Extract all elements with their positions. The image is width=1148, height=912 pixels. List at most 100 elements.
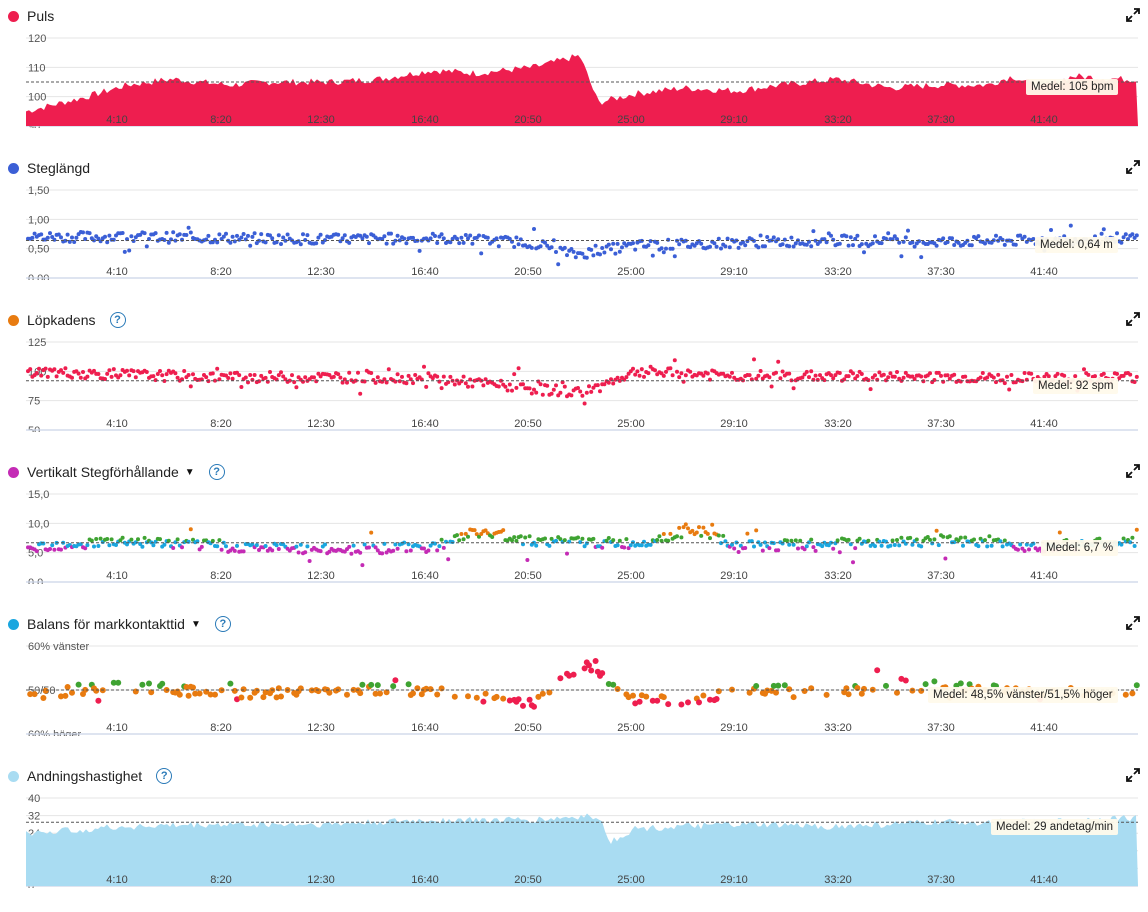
data-point <box>323 238 327 243</box>
y-tick-label: 0,50 <box>28 244 49 256</box>
data-point <box>660 694 667 701</box>
data-point <box>809 244 814 249</box>
help-icon[interactable]: ? <box>109 312 126 328</box>
data-point <box>1093 374 1097 379</box>
data-point <box>659 538 664 543</box>
chart-lopkadens: 12510075504:108:2012:3016:4020:5025:0029… <box>26 337 1139 432</box>
data-point <box>909 687 916 694</box>
data-point <box>434 691 441 698</box>
data-point <box>369 530 374 535</box>
data-point <box>569 247 574 251</box>
data-point <box>505 388 510 393</box>
data-point <box>406 542 411 547</box>
data-point <box>749 539 754 544</box>
data-point <box>380 551 385 556</box>
data-point <box>515 696 522 703</box>
data-point <box>653 368 657 373</box>
data-point <box>664 246 668 251</box>
caret-down-icon[interactable]: ▼ <box>190 618 201 630</box>
data-point <box>94 537 99 541</box>
x-tick-label: 29:10 <box>720 266 748 278</box>
x-tick-label: 33:20 <box>824 570 852 582</box>
data-point <box>477 534 481 539</box>
data-point <box>521 382 525 387</box>
data-point <box>1134 527 1139 532</box>
data-point <box>105 240 110 245</box>
data-point <box>367 241 371 246</box>
data-point <box>664 369 668 374</box>
data-point <box>648 239 653 244</box>
area-fill <box>26 54 1138 126</box>
data-point <box>829 373 833 378</box>
data-point <box>677 375 682 380</box>
data-point <box>316 371 321 376</box>
data-point <box>556 393 561 398</box>
expand-icon[interactable] <box>1126 768 1140 782</box>
data-point <box>481 383 486 388</box>
data-point <box>283 377 288 382</box>
x-tick-label: 20:50 <box>514 418 542 430</box>
data-point <box>239 235 244 240</box>
data-point <box>556 262 561 267</box>
data-point <box>468 233 473 238</box>
data-point <box>125 542 129 547</box>
data-point <box>928 371 932 376</box>
data-point <box>424 384 429 389</box>
data-point <box>912 244 917 249</box>
data-point <box>448 240 453 245</box>
data-point <box>824 240 829 245</box>
help-icon[interactable]: ? <box>214 616 231 632</box>
data-point <box>439 386 444 391</box>
data-point <box>873 373 877 378</box>
data-point <box>162 542 167 547</box>
data-point <box>557 675 564 682</box>
data-point <box>151 543 156 548</box>
x-tick-label: 8:20 <box>210 114 231 126</box>
data-point <box>159 680 166 687</box>
data-point <box>70 375 74 380</box>
data-point <box>523 535 528 540</box>
x-tick-label: 25:00 <box>617 418 645 430</box>
data-point <box>593 243 598 248</box>
y-tick-label: 120 <box>28 33 46 45</box>
data-point <box>573 255 578 260</box>
data-point <box>1000 237 1005 242</box>
data-point <box>978 375 983 380</box>
data-point <box>212 691 218 698</box>
data-point <box>952 243 957 247</box>
data-point <box>162 379 167 383</box>
data-point <box>253 687 260 694</box>
data-point <box>613 251 618 256</box>
data-point <box>776 548 781 553</box>
x-tick-label: 20:50 <box>514 570 542 582</box>
data-point <box>694 530 699 535</box>
data-point <box>338 375 343 380</box>
help-icon[interactable]: ? <box>156 768 173 784</box>
data-point <box>507 236 512 241</box>
data-point <box>105 537 110 541</box>
expand-icon[interactable] <box>1126 312 1140 326</box>
x-tick-label: 12:30 <box>307 114 335 126</box>
data-point <box>268 370 272 374</box>
data-point <box>599 670 606 677</box>
data-point <box>461 537 466 542</box>
data-point <box>657 534 662 539</box>
data-point <box>758 369 763 373</box>
data-point <box>501 528 506 533</box>
data-point <box>372 690 379 697</box>
data-point <box>725 236 730 241</box>
expand-icon[interactable] <box>1126 160 1140 174</box>
expand-icon[interactable] <box>1126 464 1140 478</box>
data-point <box>580 536 585 541</box>
caret-down-icon[interactable]: ▼ <box>184 466 195 478</box>
expand-icon[interactable] <box>1126 616 1140 630</box>
data-point <box>642 374 646 379</box>
x-tick-label: 4:10 <box>106 266 127 278</box>
data-point <box>890 538 895 543</box>
data-point <box>1132 544 1137 548</box>
data-point <box>584 390 589 395</box>
data-point <box>535 693 542 700</box>
expand-icon[interactable] <box>1126 8 1140 22</box>
help-icon[interactable]: ? <box>208 464 225 480</box>
data-point <box>210 538 215 543</box>
